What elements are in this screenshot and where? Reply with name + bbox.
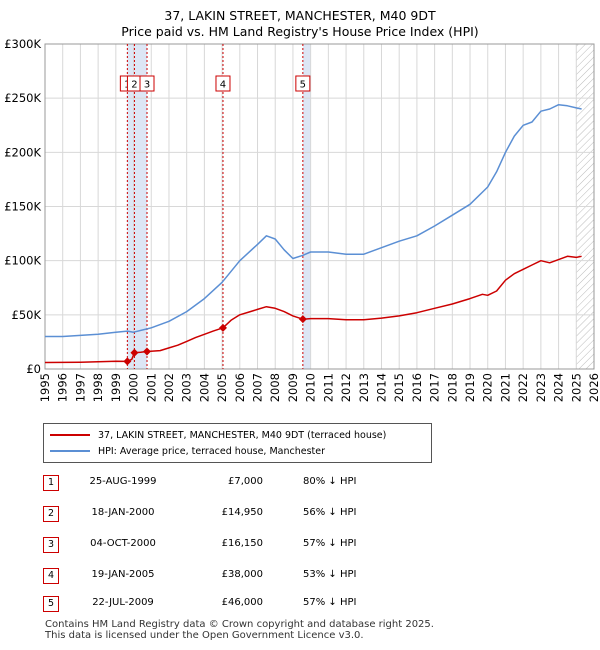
legend-label-hpi: HPI: Average price, terraced house, Manc…	[98, 445, 326, 457]
row-price: £14,950	[221, 507, 263, 518]
row-price: £7,000	[228, 476, 263, 487]
row-hpi: 56% ↓ HPI	[303, 507, 357, 518]
price-paid-line	[44, 255, 582, 364]
row-hpi: 53% ↓ HPI	[303, 569, 357, 580]
row-hpi: 80% ↓ HPI	[303, 476, 357, 487]
legend-swatch-hpi	[50, 450, 90, 452]
marker-box	[295, 75, 311, 92]
x-tick-label: 1995	[38, 373, 52, 402]
x-tick-label: 2008	[268, 373, 282, 402]
x-tick-label: 2002	[162, 373, 176, 402]
x-tick-label: 2003	[180, 373, 194, 402]
legend-item-price: 37, LAKIN STREET, MANCHESTER, M40 9DT (t…	[50, 427, 386, 443]
row-date: 25-AUG-1999	[89, 476, 157, 487]
table-row: 2 18-JAN-2000 £14,950 56% ↓ HPI	[43, 504, 443, 524]
table-row: 1 25-AUG-1999 £7,000 80% ↓ HPI	[43, 473, 443, 493]
legend-label-price: 37, LAKIN STREET, MANCHESTER, M40 9DT (t…	[98, 429, 387, 441]
hpi-line	[45, 103, 582, 338]
x-tick-label: 1997	[73, 373, 87, 402]
x-tick-label: 2004	[197, 373, 211, 402]
x-tick-label: 2010	[304, 373, 318, 402]
x-tick-label: 2020	[481, 373, 495, 402]
x-tick-label: 2018	[445, 373, 459, 402]
x-tick-label: 2017	[428, 373, 442, 402]
y-tick-label: £50K	[12, 308, 42, 322]
y-tick-label: £300K	[4, 37, 41, 51]
row-price: £46,000	[221, 597, 263, 608]
footer-copyright: Contains HM Land Registry data © Crown c…	[45, 619, 434, 630]
x-tick-label: 2011	[321, 373, 335, 402]
x-tick-label: 2007	[251, 373, 265, 402]
x-tick-label: 2000	[127, 373, 141, 402]
row-number-badge: 2	[43, 506, 59, 522]
chart-title-line2: Price paid vs. HM Land Registry's House …	[121, 24, 479, 39]
y-tick-label: £200K	[4, 145, 41, 159]
y-tick-label: £0	[26, 362, 41, 376]
sale-point	[218, 323, 227, 332]
marker-box-label: 5	[300, 80, 306, 91]
row-hpi: 57% ↓ HPI	[303, 597, 357, 608]
x-tick-label: 2009	[286, 373, 300, 402]
marker-box-label: 2	[131, 80, 137, 91]
row-price: £16,150	[221, 538, 263, 549]
row-number-badge: 4	[43, 568, 59, 584]
table-row: 4 19-JAN-2005 £38,000 53% ↓ HPI	[43, 566, 443, 586]
row-date: 04-OCT-2000	[90, 538, 156, 549]
marker-box	[215, 75, 231, 92]
row-number-badge: 3	[43, 537, 59, 553]
sale-point	[143, 347, 152, 356]
x-tick-label: 2014	[374, 373, 388, 402]
sale-point	[130, 348, 139, 357]
x-tick-label: 1999	[109, 373, 123, 402]
x-tick-label: 1998	[91, 373, 105, 402]
table-row: 3 04-OCT-2000 £16,150 57% ↓ HPI	[43, 535, 443, 555]
legend-item-hpi: HPI: Average price, terraced house, Manc…	[50, 443, 325, 459]
x-tick-label: 2025	[569, 373, 583, 402]
x-tick-label: 1996	[56, 373, 70, 402]
x-tick-label: 2013	[357, 373, 371, 402]
chart-title-line1: 37, LAKIN STREET, MANCHESTER, M40 9DT	[164, 8, 436, 23]
x-tick-label: 2023	[534, 373, 548, 402]
marker-box	[139, 75, 155, 92]
row-number-badge: 5	[43, 596, 59, 612]
x-tick-label: 2024	[552, 373, 566, 402]
row-price: £38,000	[221, 569, 263, 580]
x-tick-label: 2021	[498, 373, 512, 402]
x-tick-label: 2026	[587, 373, 600, 402]
x-tick-label: 2005	[215, 373, 229, 402]
row-date: 22-JUL-2009	[92, 597, 154, 608]
row-number-badge: 1	[43, 475, 59, 491]
sale-point	[123, 357, 132, 366]
marker-box-label: 4	[220, 80, 226, 91]
chart-legend: 37, LAKIN STREET, MANCHESTER, M40 9DT (t…	[43, 423, 432, 463]
x-tick-label: 2022	[516, 373, 530, 402]
row-date: 18-JAN-2000	[91, 507, 155, 518]
x-tick-label: 2001	[144, 373, 158, 402]
table-row: 5 22-JUL-2009 £46,000 57% ↓ HPI	[43, 594, 443, 614]
x-tick-label: 2015	[392, 373, 406, 402]
y-tick-label: £250K	[4, 91, 41, 105]
plot-frame	[44, 43, 595, 370]
sale-point	[298, 315, 307, 324]
marker-box-label: 3	[144, 80, 150, 91]
row-date: 19-JAN-2005	[91, 569, 155, 580]
row-hpi: 57% ↓ HPI	[303, 538, 357, 549]
x-tick-label: 2012	[339, 373, 353, 402]
x-tick-label: 2016	[410, 373, 424, 402]
footer-notice: Contains HM Land Registry data © Crown c…	[45, 619, 434, 641]
x-tick-label: 2019	[463, 373, 477, 402]
x-tick-label: 2006	[233, 373, 247, 402]
y-tick-label: £150K	[4, 200, 41, 214]
y-tick-label: £100K	[4, 254, 41, 268]
footer-license: This data is licensed under the Open Gov…	[45, 630, 364, 641]
legend-swatch-price	[50, 434, 90, 436]
